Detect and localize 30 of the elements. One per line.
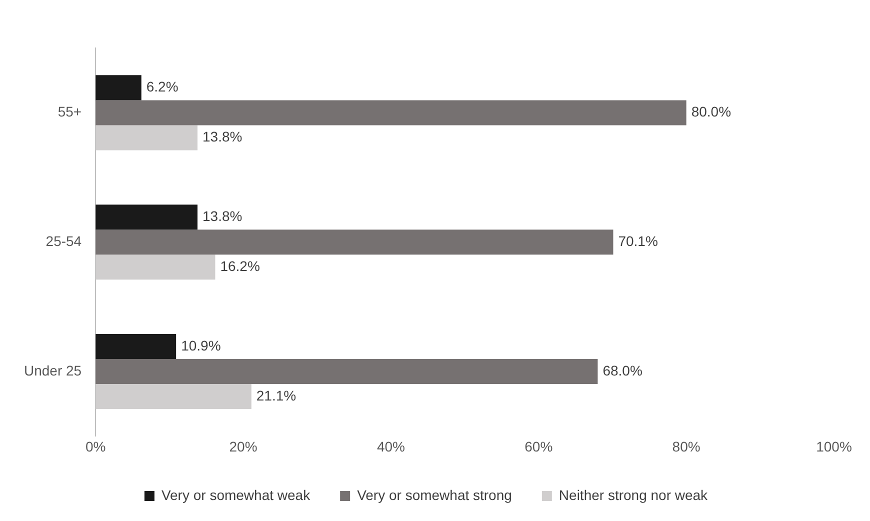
legend-label: Very or somewhat strong <box>357 486 512 503</box>
bar <box>96 230 614 255</box>
data-label: 68.0% <box>602 362 642 378</box>
x-tick-label: 0% <box>85 438 106 454</box>
data-label: 13.8% <box>202 128 242 145</box>
y-tick-label: 25-54 <box>46 232 82 249</box>
x-tick-label: 40% <box>376 438 405 454</box>
bar <box>96 125 198 150</box>
data-label: 10.9% <box>181 337 221 354</box>
bar <box>96 75 142 100</box>
bar <box>96 334 176 359</box>
data-label: 21.1% <box>256 387 296 404</box>
bar <box>96 384 252 410</box>
y-tick-label: 55+ <box>58 104 82 120</box>
data-label: 70.1% <box>618 232 658 249</box>
bar <box>96 100 686 126</box>
y-tick-label: Under 25 <box>24 362 82 378</box>
data-label: 80.0% <box>691 104 732 120</box>
x-tick-label: 20% <box>229 438 258 454</box>
legend-label: Neither strong nor weak <box>558 486 709 503</box>
data-label: 6.2% <box>146 78 178 95</box>
x-tick-label: 80% <box>672 438 700 454</box>
data-label: 13.8% <box>202 208 242 224</box>
bar <box>96 358 598 384</box>
bar <box>96 204 198 230</box>
data-label: 16.2% <box>220 258 260 274</box>
x-tick-label: 100% <box>816 438 852 454</box>
legend-label: Very or somewhat weak <box>161 486 312 503</box>
x-tick-label: 60% <box>524 438 553 454</box>
bar <box>96 254 216 280</box>
